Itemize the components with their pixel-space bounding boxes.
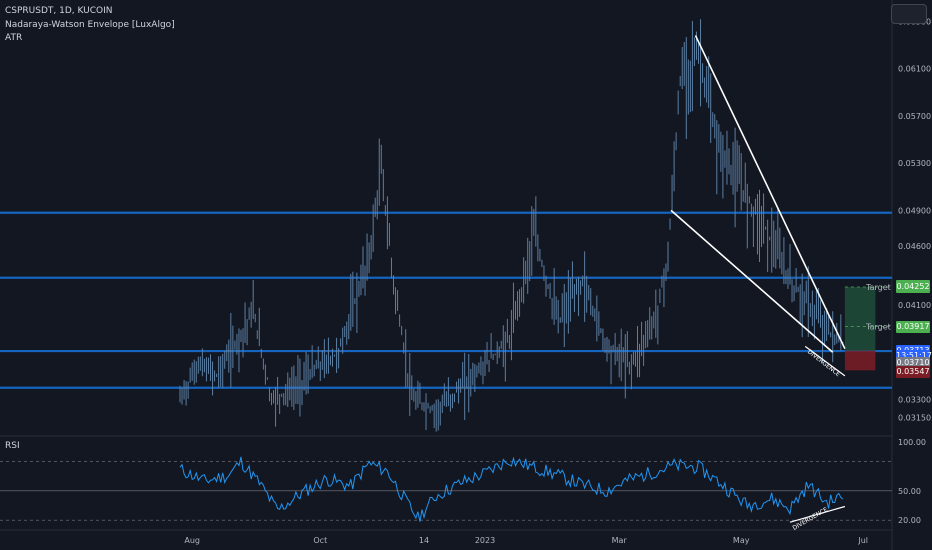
price-tick-label: 0.03300 <box>898 396 931 405</box>
price-tick-label: 0.04600 <box>898 242 931 251</box>
symbol-title[interactable]: CSPRUSDT, 1D, KUCOIN <box>5 6 113 16</box>
price-tick-label: 0.05300 <box>898 159 931 168</box>
time-tick-label: Aug <box>184 536 200 545</box>
price-axis-tag: 0.04252 <box>896 281 930 293</box>
price-tick-label: 0.06100 <box>898 65 931 74</box>
divergence-line <box>804 345 846 377</box>
time-tick-label: Mar <box>612 536 628 545</box>
candles <box>179 19 844 432</box>
rsi-line <box>179 456 844 522</box>
price-tick-label: 0.05700 <box>898 112 931 121</box>
rsi-tick-label: 50.00 <box>898 487 921 496</box>
trendline <box>670 209 834 353</box>
rsi-divergence-line <box>789 505 846 523</box>
time-tick-label: May <box>733 536 750 545</box>
trendline <box>694 35 846 350</box>
rsi-tick-label: 20.00 <box>898 516 921 525</box>
time-tick-label: 14 <box>419 536 429 545</box>
indicator-atr[interactable]: ATR <box>5 33 23 43</box>
price-axis-tag: 0.03917 <box>896 320 930 333</box>
price-tick-label: 0.04900 <box>898 206 931 215</box>
position-target-zone <box>844 287 876 351</box>
toolbar-button[interactable] <box>891 4 927 24</box>
price-axis-tag: 0.03547 <box>896 365 930 378</box>
time-tick-label: Jul <box>857 536 868 545</box>
rsi-tick-label: 100.00 <box>898 438 926 447</box>
time-tick-label: Oct <box>313 536 327 545</box>
indicator-nadaraya-watson[interactable]: Nadaraya-Watson Envelope [LuxAlgo] <box>5 20 175 30</box>
price-tick-label: 0.03150 <box>898 413 931 422</box>
price-tick-label: 0.04100 <box>898 301 931 310</box>
rsi-divergence-label: DIVERGENCE <box>792 506 830 532</box>
target-label: Target <box>865 283 891 292</box>
position-stop-zone <box>844 350 876 371</box>
rsi-panel-label: RSI <box>5 441 20 451</box>
target-label-2: Target <box>865 323 891 332</box>
time-tick-label: 2023 <box>475 536 495 545</box>
divergence-label: DIVERGENCE <box>806 348 841 378</box>
